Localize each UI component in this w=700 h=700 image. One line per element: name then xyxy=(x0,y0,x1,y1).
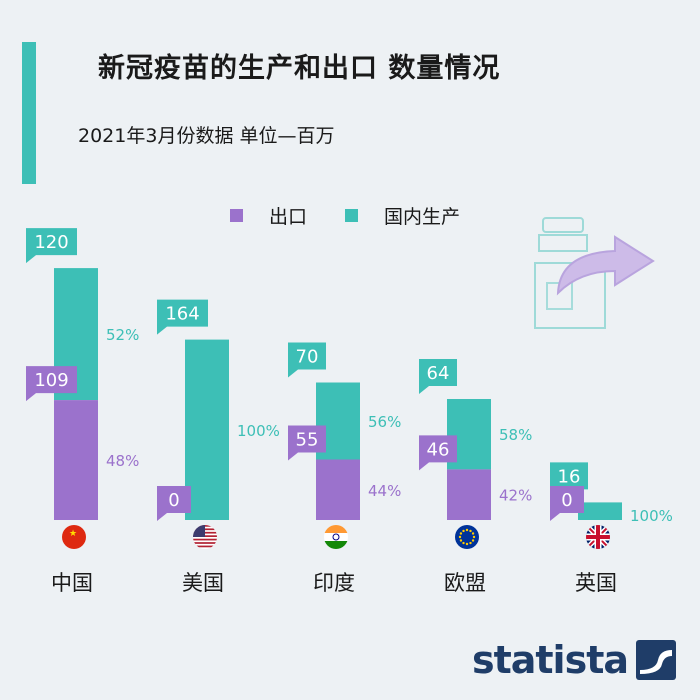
category-label: 英国 xyxy=(575,571,617,595)
legend-item-export: 出口 xyxy=(230,202,307,229)
legend-label-domestic: 国内生产 xyxy=(384,206,461,228)
value-label-domestic-box xyxy=(288,342,326,378)
value-label-domestic-box xyxy=(26,228,77,264)
pct-label-domestic: 100% xyxy=(630,507,673,525)
value-label-export: 46 xyxy=(427,439,450,460)
legend-swatch-export xyxy=(230,209,243,222)
value-label-export-box xyxy=(26,366,77,402)
bar-export xyxy=(447,469,491,520)
flag-uk-icon xyxy=(586,525,610,549)
legend-label-export: 出口 xyxy=(269,206,308,228)
value-label-domestic-box xyxy=(157,299,208,335)
pct-label-domestic: 58% xyxy=(499,426,532,444)
flag-china-icon: ★ xyxy=(62,525,86,549)
chart-subtitle: 2021年3月份数据 单位—百万 xyxy=(78,125,335,147)
statista-mark-icon xyxy=(636,640,676,680)
legend-item-domestic: 国内生产 xyxy=(345,202,460,229)
svg-text:★: ★ xyxy=(69,529,77,539)
pct-label-domestic: 56% xyxy=(368,413,401,431)
value-label-export: 55 xyxy=(296,430,319,451)
category-label: 中国 xyxy=(51,571,93,595)
category-label: 印度 xyxy=(313,571,355,595)
value-label-domestic: 16 xyxy=(558,466,581,487)
value-label-domestic: 120 xyxy=(34,232,68,253)
bar-export xyxy=(316,459,360,520)
value-label-export-box xyxy=(419,435,457,471)
flag-usa-icon xyxy=(193,525,217,549)
bar-domestic xyxy=(578,502,622,520)
logo-text: statista xyxy=(471,638,629,682)
statista-logo: statista xyxy=(472,638,676,682)
value-label-domestic: 70 xyxy=(296,347,319,368)
title-accent-bar xyxy=(22,42,36,184)
value-label-export: 109 xyxy=(34,370,68,391)
vaccine-vial-arrow-icon xyxy=(534,217,655,329)
category-label: 美国 xyxy=(182,571,224,595)
pct-label-export: 48% xyxy=(106,452,139,470)
pct-label-domestic: 100% xyxy=(237,422,280,440)
value-label-export-box xyxy=(288,425,326,461)
value-label-export-box xyxy=(550,486,584,521)
category-label: 欧盟 xyxy=(444,571,486,595)
pct-label-domestic: 52% xyxy=(106,326,139,344)
chart-title: 新冠疫苗的生产和出口 数量情况 xyxy=(98,53,501,84)
flag-india-icon xyxy=(324,525,348,549)
bar-domestic xyxy=(185,339,229,520)
value-label-export: 0 xyxy=(561,490,572,511)
legend: 出口 国内生产 xyxy=(230,202,498,229)
value-label-domestic-box xyxy=(419,359,457,394)
bar-export xyxy=(54,400,98,520)
value-label-domestic: 64 xyxy=(427,363,450,384)
value-label-export: 0 xyxy=(168,490,179,511)
pct-label-export: 42% xyxy=(499,487,532,505)
pct-label-export: 44% xyxy=(368,482,401,500)
flag-eu-icon xyxy=(455,525,479,549)
value-label-domestic: 164 xyxy=(165,304,199,325)
legend-swatch-domestic xyxy=(345,209,359,222)
value-label-export-box xyxy=(157,486,191,521)
